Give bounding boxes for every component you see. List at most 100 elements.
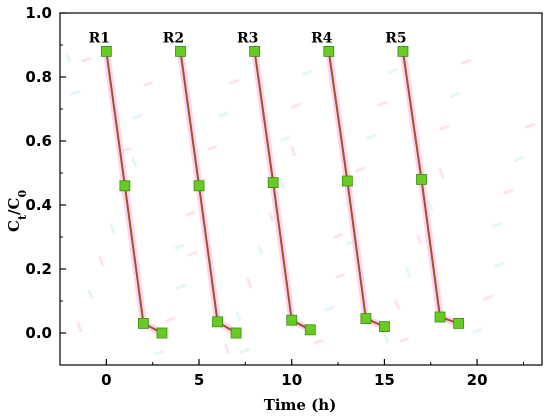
data-point (360, 313, 372, 325)
series-line (253, 51, 311, 331)
series-line-halo (325, 50, 386, 330)
x-tick-label: 5 (194, 371, 204, 389)
plot-frame (59, 12, 543, 366)
series-r3: R3 (237, 30, 316, 336)
texture-streak (383, 333, 390, 344)
data-point (397, 46, 409, 57)
texture-streak (483, 294, 494, 301)
texture-streak (394, 300, 401, 311)
texture-streak (98, 256, 105, 267)
texture-streak (427, 200, 434, 212)
series-r5: R5 (385, 30, 464, 329)
run-label: R4 (311, 30, 333, 46)
texture-streak (333, 232, 344, 239)
x-axis-title: Time (h) (264, 396, 337, 414)
texture-streak (399, 336, 410, 343)
series-line (401, 51, 459, 325)
texture-streak (229, 78, 240, 85)
series-line-halo (399, 50, 460, 327)
series-line-halo (102, 50, 164, 337)
run-label: R1 (89, 30, 110, 46)
texture-streak (355, 166, 366, 173)
data-point (119, 180, 131, 192)
texture-streak (377, 100, 388, 107)
data-point (286, 314, 298, 326)
data-point (100, 46, 112, 57)
texture-streak (405, 267, 412, 278)
texture-streak (109, 223, 116, 234)
series-r4: R4 (311, 30, 390, 333)
texture-streak (502, 188, 514, 195)
run-label: R2 (163, 30, 184, 46)
texture-streak (461, 58, 472, 65)
texture-streak (416, 233, 423, 245)
data-point (156, 327, 168, 339)
texture-streak (471, 327, 483, 334)
texture-streak (131, 113, 143, 120)
texture-streak (70, 89, 81, 96)
texture-streak (290, 145, 297, 157)
run-label: R5 (385, 30, 406, 46)
texture-streak (291, 102, 302, 109)
y-tick-label: 0.0 (25, 324, 52, 342)
y-tick-label: 0.6 (25, 132, 52, 150)
texture-streak (131, 157, 138, 168)
series-r1: R1 (89, 30, 168, 339)
data-point (304, 324, 316, 336)
texture-streak (175, 283, 187, 290)
data-point (193, 180, 205, 192)
texture-streak (235, 311, 242, 322)
texture-streak (302, 69, 313, 76)
texture-streak (87, 289, 94, 300)
texture-streak (279, 178, 286, 190)
texture-streak (217, 111, 229, 118)
data-point (416, 173, 427, 185)
data-point (323, 46, 335, 57)
texture-streak (268, 211, 275, 223)
texture-streak (313, 338, 324, 345)
data-point (230, 327, 242, 339)
data-point (341, 175, 353, 187)
texture-streak (280, 135, 291, 142)
y-axis-title-slash: /C (5, 197, 23, 214)
series-line (105, 51, 163, 334)
texture-streak (257, 245, 264, 256)
texture-streak (173, 243, 185, 250)
texture-streak (224, 344, 231, 355)
data-point (138, 317, 149, 329)
texture-streak (494, 261, 505, 268)
data-point (249, 46, 261, 57)
series-line-halo (177, 50, 238, 336)
series-line (179, 51, 237, 334)
texture-streak (76, 322, 83, 333)
series-r2: R2 (163, 30, 242, 339)
x-tick-label: 20 (467, 371, 488, 389)
run-label: R3 (237, 30, 258, 46)
texture-streak (449, 91, 461, 98)
texture-streak (142, 80, 154, 87)
data-point (267, 177, 279, 189)
y-tick-label: 1.0 (25, 4, 52, 22)
background-texture (65, 53, 536, 356)
texture-streak (323, 305, 335, 312)
data-point (175, 46, 186, 57)
y-axis-title-main: C (5, 220, 23, 232)
texture-streak (206, 144, 218, 151)
series-line-halo (251, 50, 312, 333)
x-tick-label: 0 (101, 371, 111, 389)
texture-streak (514, 155, 525, 162)
texture-streak (65, 53, 72, 64)
texture-streak (80, 56, 92, 63)
y-axis-title-sub2: 0 (16, 190, 29, 198)
series-line (327, 51, 385, 328)
axis-ticks: 0 5 10 15 20 0.0 0.2 0.4 0.6 0.8 1.0 (25, 4, 524, 389)
texture-streak (165, 316, 176, 323)
series-group: R1 R2 R3 R4 R5 (89, 30, 464, 339)
data-point (379, 321, 390, 333)
texture-streak (492, 221, 503, 228)
x-tick-label: 10 (281, 371, 302, 389)
y-tick-label: 0.8 (25, 68, 52, 86)
texture-streak (366, 133, 377, 140)
texture-streak (186, 250, 198, 257)
